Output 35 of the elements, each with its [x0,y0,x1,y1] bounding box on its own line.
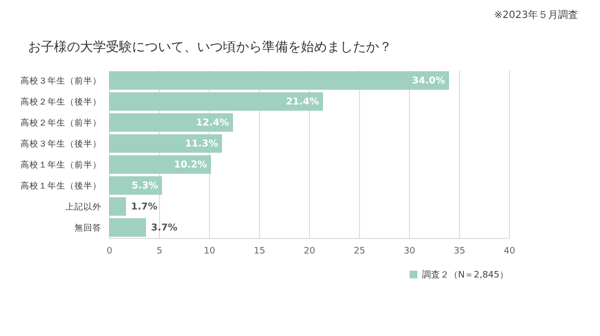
bar [109,92,323,111]
chart-title: お子様の大学受験について、いつ頃から準備を始めましたか？ [28,39,392,56]
y-tick-label: 無回答 [74,222,102,234]
x-tick-label: 10 [204,246,216,256]
bar [109,155,211,174]
y-tick-label: 上記以外 [66,202,102,212]
y-tick-label: 高校３年生（後半） [20,138,102,150]
y-tick-label: 高校２年生（前半） [20,118,102,128]
bar [109,218,146,237]
y-tick-label: 高校１年生（前半） [20,160,102,170]
data-label: 5.3% [132,180,158,192]
bar [109,113,233,132]
data-label: 1.7% [131,202,158,212]
x-tick-label: 0 [106,246,113,256]
bar [109,71,449,90]
data-label: 11.3% [185,138,218,150]
data-label: 10.2% [174,160,208,170]
data-label: 34.0% [412,76,446,86]
y-tick-label: 高校１年生（後半） [20,180,102,192]
y-tick-label: 高校３年生（前半） [20,76,102,86]
bar [109,197,126,216]
x-tick-label: 5 [156,246,162,256]
x-tick-label: 30 [404,246,416,256]
data-label: 12.4% [196,118,230,128]
data-label: 3.7% [151,222,178,234]
x-tick-label: 25 [354,246,366,256]
legend-label: 調査２（N＝2,845） [422,270,508,280]
bar [109,134,222,153]
x-tick-label: 20 [304,246,316,256]
x-tick-label: 15 [254,246,266,256]
text: ※2023年５月調査 [494,8,578,22]
x-tick-label: 40 [504,246,516,256]
x-tick-label: 35 [454,246,466,256]
y-tick-label: 高校２年生（後半） [20,96,102,108]
data-label: 21.4% [286,96,320,108]
